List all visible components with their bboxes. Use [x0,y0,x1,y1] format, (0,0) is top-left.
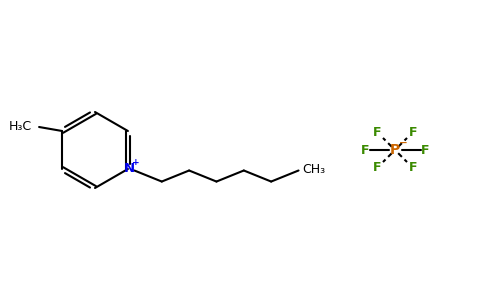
Text: CH₃: CH₃ [302,164,326,176]
Text: −: − [399,137,408,148]
Text: F: F [409,126,417,140]
Text: F: F [421,143,429,157]
Text: H₃C: H₃C [9,120,32,133]
Text: F: F [361,143,369,157]
Text: F: F [373,160,381,174]
Text: F: F [373,126,381,140]
Text: +: + [132,158,139,167]
Text: P: P [390,143,400,157]
Text: N: N [123,162,135,175]
Text: F: F [409,160,417,174]
